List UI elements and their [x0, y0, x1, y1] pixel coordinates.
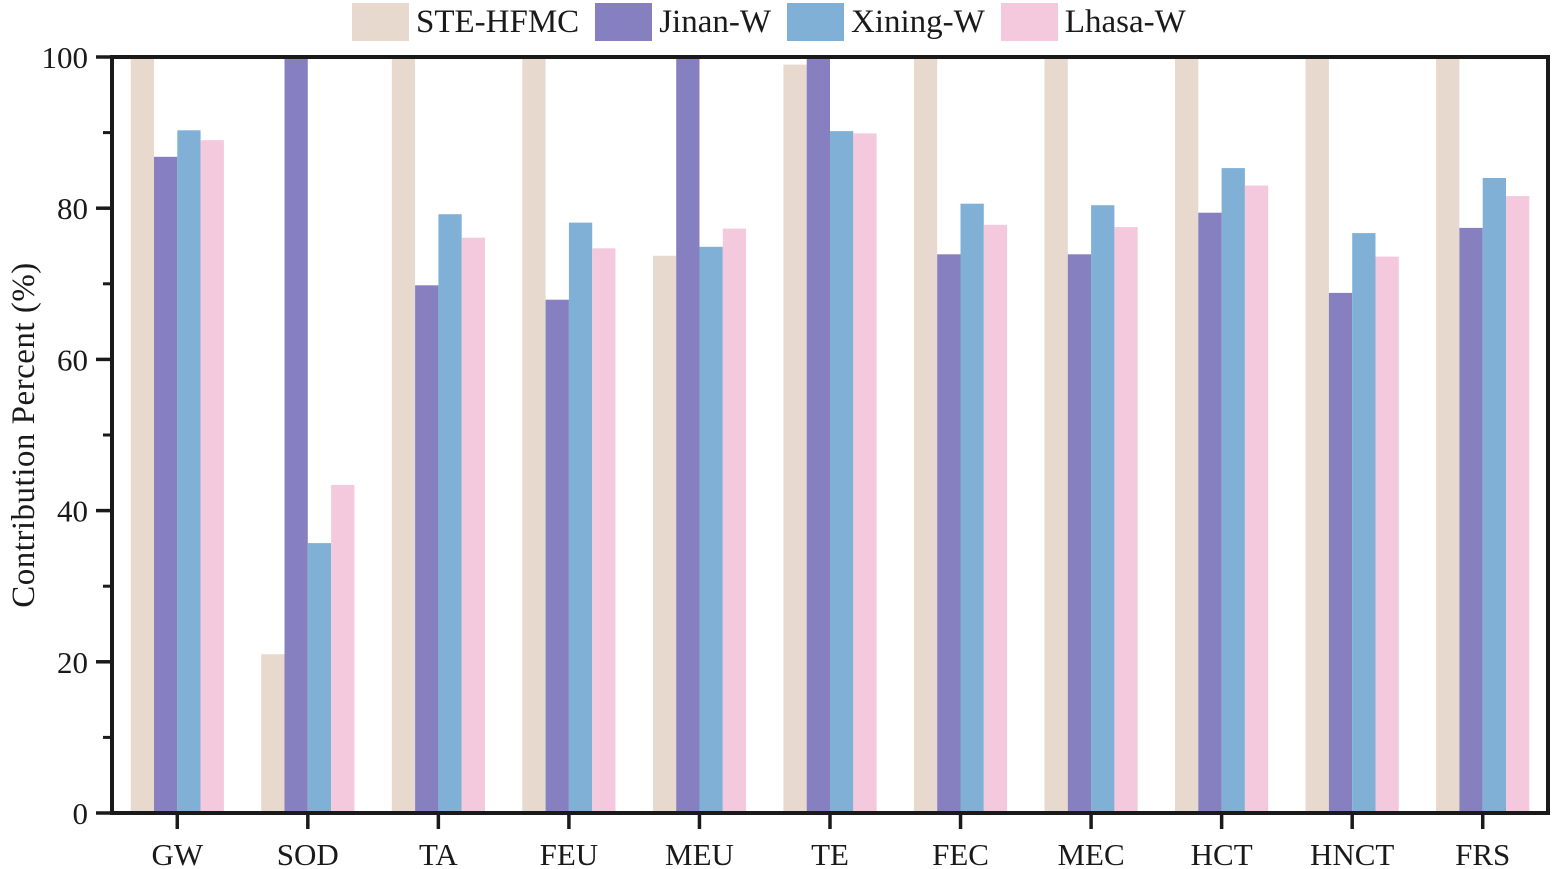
- bar-jinan-w-te: [806, 57, 830, 813]
- x-tick-label: SOD: [277, 837, 339, 869]
- x-tick-label: HCT: [1191, 837, 1253, 869]
- bar-ste-hfmc-hct: [1175, 57, 1199, 813]
- legend-label: Xining-W: [851, 4, 985, 40]
- bar-ste-hfmc-fec: [913, 57, 938, 813]
- bar-lhasa-w-frs: [1506, 196, 1530, 814]
- y-tick-label: 20: [57, 645, 88, 680]
- y-tick-label: 60: [57, 342, 88, 377]
- bar-lhasa-w-te: [853, 133, 877, 813]
- bar-jinan-w-meu: [676, 57, 700, 813]
- bar-ste-hfmc-gw: [130, 57, 154, 813]
- bar-ste-hfmc-ta: [391, 57, 416, 813]
- bar-lhasa-w-fec: [983, 224, 1008, 814]
- bar-jinan-w-hct: [1198, 212, 1222, 813]
- bar-xining-w-feu: [568, 222, 593, 814]
- bar-jinan-w-fec: [937, 254, 961, 814]
- bar-xining-w-te: [830, 131, 854, 814]
- x-tick-label: TE: [811, 837, 849, 869]
- bar-jinan-w-feu: [545, 299, 569, 813]
- legend-label: Lhasa-W: [1064, 4, 1186, 40]
- bar-ste-hfmc-sod: [261, 654, 285, 813]
- legend-item-lhasa-w: Lhasa-W: [1000, 2, 1186, 42]
- bar-lhasa-w-hnct: [1375, 256, 1399, 814]
- bar-ste-hfmc-feu: [522, 57, 546, 813]
- bar-lhasa-w-sod: [331, 484, 355, 813]
- bar-xining-w-gw: [177, 130, 201, 814]
- bar-lhasa-w-mec: [1114, 227, 1138, 814]
- bar-jinan-w-hnct: [1328, 292, 1353, 813]
- bar-ste-hfmc-meu: [652, 255, 677, 814]
- legend-label: STE-HFMC: [416, 4, 580, 40]
- bar-jinan-w-frs: [1459, 227, 1483, 813]
- bar-jinan-w-mec: [1067, 254, 1092, 814]
- y-tick-label: 100: [42, 40, 89, 75]
- bar-lhasa-w-hct: [1244, 185, 1269, 813]
- bar-ste-hfmc-te: [783, 64, 807, 814]
- legend-swatch-ste-hfmc: [352, 3, 409, 41]
- y-tick-label: 40: [57, 494, 88, 529]
- x-tick-label: FEC: [932, 837, 989, 869]
- bar-xining-w-frs: [1482, 178, 1506, 813]
- axes-spines: [110, 55, 1550, 815]
- y-axis-title: Contribution Percent (%): [6, 262, 42, 608]
- bar-ste-hfmc-frs: [1436, 57, 1460, 813]
- legend-swatch-jinan-w: [595, 3, 653, 41]
- bar-lhasa-w-ta: [461, 237, 485, 813]
- bar-xining-w-ta: [438, 214, 462, 813]
- bar-xining-w-hnct: [1352, 233, 1376, 814]
- legend-item-ste-hfmc: STE-HFMC: [352, 2, 579, 42]
- legend-item-xining-w: Xining-W: [787, 2, 985, 42]
- x-tick-label: MEC: [1057, 837, 1124, 869]
- bar-xining-w-sod: [307, 543, 332, 813]
- chart-legend: STE-HFMC Jinan-W Xining-W Lhasa-W: [352, 0, 1186, 44]
- legend-item-jinan-w: Jinan-W: [595, 2, 771, 42]
- bar-xining-w-hct: [1221, 168, 1245, 814]
- bar-lhasa-w-feu: [592, 248, 616, 814]
- x-tick-label: TA: [419, 837, 458, 869]
- bar-ste-hfmc-hnct: [1305, 57, 1329, 813]
- x-tick-label: FEU: [540, 837, 599, 869]
- x-tick-label: HNCT: [1310, 837, 1394, 869]
- legend-label: Jinan-W: [659, 4, 771, 40]
- bar-jinan-w-gw: [154, 156, 178, 814]
- legend-swatch-lhasa-w: [1000, 3, 1058, 41]
- bar-lhasa-w-meu: [722, 228, 747, 814]
- x-tick-label: MEU: [665, 837, 734, 869]
- bar-jinan-w-ta: [415, 285, 439, 813]
- bar-ste-hfmc-mec: [1044, 57, 1068, 813]
- bar-xining-w-fec: [960, 203, 984, 813]
- bar-xining-w-mec: [1091, 205, 1115, 813]
- legend-swatch-xining-w: [787, 3, 844, 41]
- bar-lhasa-w-gw: [200, 140, 224, 813]
- bar-xining-w-meu: [699, 246, 723, 814]
- x-tick-label: GW: [151, 837, 203, 869]
- bar-jinan-w-sod: [284, 57, 308, 813]
- x-tick-label: FRS: [1455, 837, 1510, 869]
- y-tick-label: 80: [57, 191, 88, 226]
- y-tick-label: 0: [73, 796, 89, 831]
